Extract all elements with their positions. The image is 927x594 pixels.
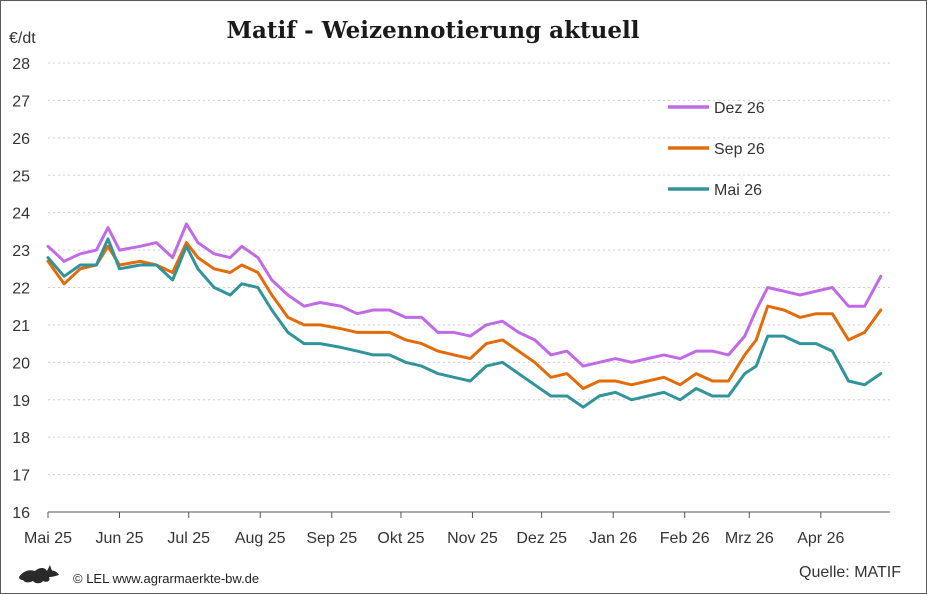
x-tick-label: Dez 25	[516, 530, 567, 547]
x-tick-labels: Mai 25 Jun 25 Jul 25 Aug 25 Sep 25 Okt 25 Nov …	[24, 530, 844, 547]
y-tick-label: 23	[12, 243, 30, 260]
legend-label: Sep 26	[714, 141, 765, 158]
legend: Dez 26 Sep 26 Mai 26	[668, 100, 765, 199]
x-tick-label: Aug 25	[235, 530, 286, 547]
x-tick-label: Feb 26	[660, 530, 710, 547]
y-tick-label: 17	[12, 468, 30, 485]
y-tick-label: 22	[12, 281, 30, 298]
legend-label: Dez 26	[714, 100, 765, 117]
source-text: Quelle: MATIF	[799, 564, 901, 581]
y-tick-label: 18	[12, 430, 30, 447]
y-tick-label: 16	[12, 505, 30, 522]
legend-label: Mai 26	[714, 182, 762, 199]
series-line-2	[46, 237, 883, 409]
x-tick-label: Sep 25	[306, 530, 357, 547]
lion-logo-icon	[19, 565, 59, 584]
x-tick-marks	[47, 512, 822, 518]
y-tick-label: 19	[12, 393, 30, 410]
y-tick-label: 27	[12, 93, 30, 110]
y-tick-label: 24	[12, 206, 30, 223]
x-tick-label: Jun 25	[95, 530, 143, 547]
y-tick-label: 26	[12, 131, 30, 148]
y-tick-label: 20	[12, 355, 30, 372]
series-line-0	[46, 222, 883, 368]
x-tick-label: Jul 25	[167, 530, 210, 547]
y-tick-label: 28	[12, 56, 30, 73]
y-tick-labels: 16 17 18 19 20 21 22 23 24 25 26 27 28	[12, 56, 30, 522]
x-tick-label: Mrz 26	[725, 530, 774, 547]
y-axis-label: €/dt	[9, 30, 36, 47]
x-tick-label: Mai 25	[24, 530, 72, 547]
y-tick-label: 21	[12, 318, 30, 335]
x-tick-label: Nov 25	[447, 530, 498, 547]
series-lines	[46, 222, 883, 409]
x-tick-label: Apr 26	[797, 530, 844, 547]
y-tick-label: 25	[12, 168, 30, 185]
chart-title: Matif - Weizennotierung aktuell	[227, 17, 640, 44]
x-tick-label: Okt 25	[377, 530, 424, 547]
gridlines	[48, 62, 890, 476]
copyright-text: © LEL www.agrarmaerkte-bw.de	[73, 571, 259, 586]
x-tick-label: Jan 26	[589, 530, 637, 547]
series-line-1	[46, 241, 883, 390]
